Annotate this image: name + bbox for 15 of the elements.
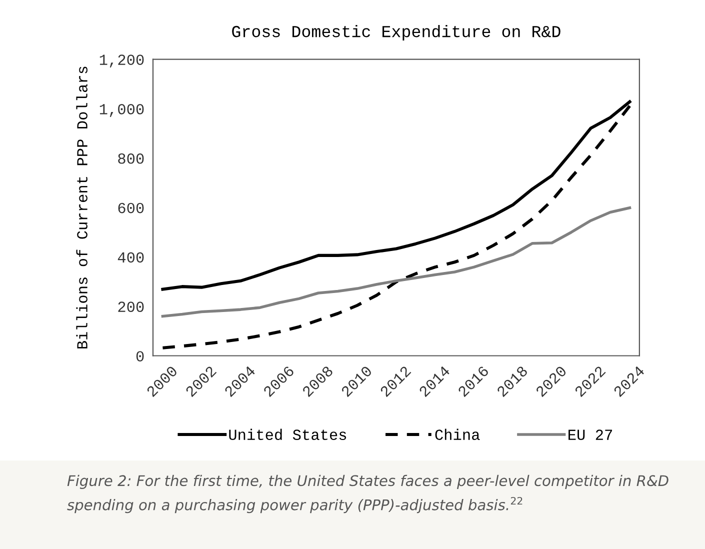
y-tick-label: 0 (136, 351, 144, 362)
y-axis-title: Billions of Current PPP Dollars (76, 66, 88, 348)
y-tick-label: 800 (118, 153, 144, 164)
legend-label: EU 27 (568, 430, 612, 440)
line-series (161, 206, 632, 318)
line-series (161, 104, 632, 350)
chart-title: Gross Domestic Expenditure on R&D (232, 24, 560, 41)
legend-label: United States (229, 428, 346, 440)
y-tick-label: 1,200 (100, 54, 144, 68)
y-tick-label: 1,000 (100, 104, 144, 117)
caption: Figure 2: For the first time, the United States faces a peer-level competitor in R&D spending on a purchasing power parity (PPP)-adjusted basis.$^{22}$ (67, 474, 668, 514)
y-tick-label: 400 (118, 252, 144, 263)
y-tick-label: 200 (118, 302, 144, 312)
legend-label: China (435, 428, 480, 440)
y-tick-label: 600 (118, 202, 144, 214)
